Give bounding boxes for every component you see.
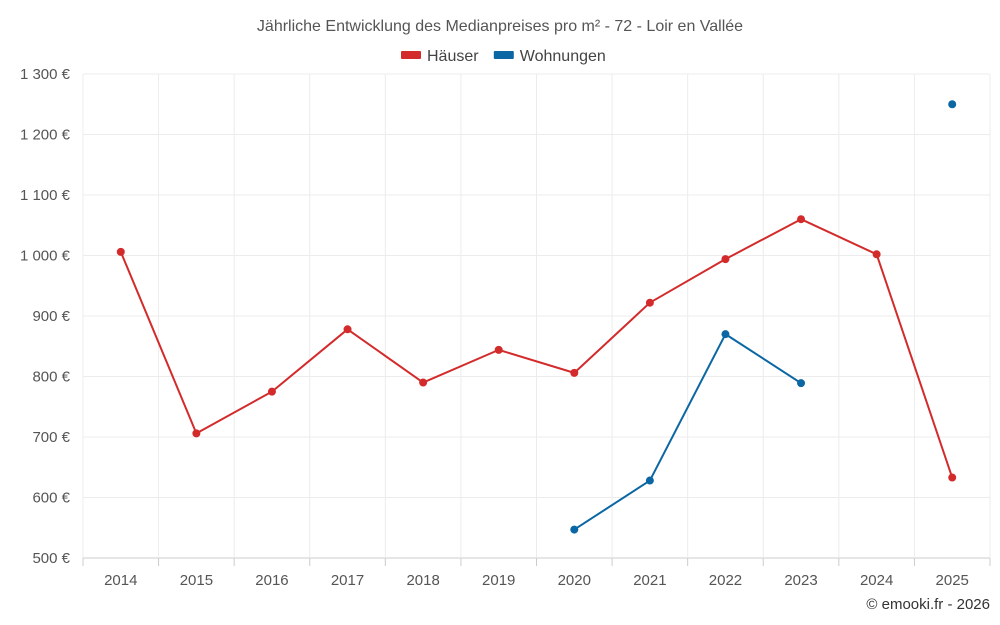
series-line-h-user (119, 218, 954, 478)
credit-text: © emooki.fr - 2026 (866, 596, 990, 613)
x-tick-label: 2025 (936, 572, 969, 589)
x-axis: 2014 2015 2016 2017 2018 2019 2020 2021 2022 2023… (82, 558, 991, 589)
legend-swatch (401, 51, 421, 59)
data-point-h-user[interactable] (494, 345, 503, 354)
x-tick-label: 2014 (104, 572, 137, 589)
data-point-h-user[interactable] (192, 429, 201, 438)
series-h-user (116, 215, 957, 482)
data-point-wohnungen[interactable] (570, 525, 579, 534)
data-point-h-user[interactable] (419, 378, 428, 387)
y-tick-label: 900 € (32, 308, 70, 325)
data-point-h-user[interactable] (343, 325, 352, 334)
x-tick-label: 2023 (784, 572, 817, 589)
y-tick-label: 800 € (32, 369, 70, 386)
data-point-h-user[interactable] (645, 298, 654, 307)
x-tick-label: 2017 (331, 572, 364, 589)
x-tick-label: 2016 (255, 572, 288, 589)
y-tick-label: 1 100 € (20, 187, 71, 204)
legend-item-h-user[interactable]: Häuser (401, 48, 479, 65)
series-wohnungen (570, 100, 957, 534)
x-tick-label: 2018 (406, 572, 439, 589)
series-layer (116, 100, 957, 534)
x-tick-label: 2022 (709, 572, 742, 589)
x-tick-label: 2019 (482, 572, 515, 589)
data-point-h-user[interactable] (267, 387, 276, 396)
y-tick-label: 600 € (32, 490, 70, 507)
legend-swatch (493, 51, 514, 59)
x-tick-label: 2020 (558, 572, 591, 589)
data-point-wohnungen[interactable] (797, 379, 806, 388)
data-point-h-user[interactable] (721, 255, 730, 264)
data-point-h-user[interactable] (570, 368, 579, 377)
data-point-h-user[interactable] (872, 250, 881, 259)
data-point-h-user[interactable] (116, 247, 125, 256)
y-tick-label: 700 € (32, 429, 70, 446)
legend-label: Wohnungen (520, 48, 606, 65)
y-tick-label: 1 000 € (20, 248, 71, 265)
y-tick-label: 1 200 € (20, 127, 71, 144)
chart-title: Jährliche Entwicklung des Medianpreises … (257, 18, 743, 35)
legend: Häuser Wohnungen (401, 48, 606, 65)
data-point-wohnungen[interactable] (645, 476, 654, 485)
series-line-wohnungen (573, 333, 802, 531)
data-point-wohnungen[interactable] (721, 330, 730, 339)
y-axis: 500 € 600 € 700 € 800 € 900 € 1 000 € 1 100 € 1… (20, 66, 71, 567)
x-tick-label: 2021 (633, 572, 666, 589)
legend-label: Häuser (427, 48, 479, 65)
data-point-wohnungen[interactable] (948, 100, 957, 109)
x-tick-label: 2024 (860, 572, 893, 589)
data-point-h-user[interactable] (948, 473, 957, 482)
x-tick-label: 2015 (180, 572, 213, 589)
legend-item-wohnungen[interactable]: Wohnungen (493, 48, 606, 65)
y-tick-label: 1 300 € (20, 66, 71, 83)
y-tick-label: 500 € (32, 550, 70, 567)
grid (82, 73, 991, 559)
data-point-h-user[interactable] (797, 215, 806, 224)
